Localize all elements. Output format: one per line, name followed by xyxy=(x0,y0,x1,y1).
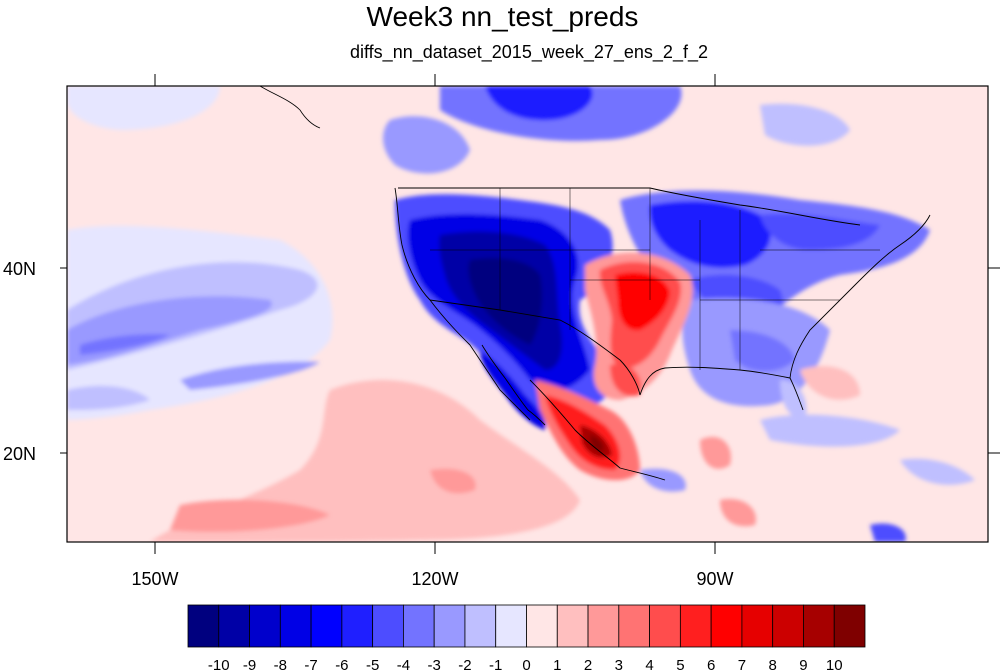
colorbar-swatch xyxy=(833,604,866,648)
alaska-coast xyxy=(259,86,321,129)
colorbar-label: 6 xyxy=(707,657,715,672)
alaska-pale xyxy=(67,86,220,130)
west-us-negative-deepest xyxy=(468,258,542,345)
colorbar-swatch xyxy=(341,604,374,648)
us-east-coast xyxy=(789,214,931,379)
colorbar-label: 9 xyxy=(799,657,807,672)
colorbar-swatch xyxy=(741,604,774,648)
canada-east-blue xyxy=(760,103,850,146)
colorbar-swatch xyxy=(310,604,343,648)
colorbar-swatch xyxy=(218,604,250,648)
colorbar-label: 2 xyxy=(584,657,592,672)
colorbar-label: -4 xyxy=(397,657,410,672)
colorbar-label: -6 xyxy=(335,657,348,672)
x-tick-150w: 150W xyxy=(131,569,178,589)
colorbar-swatch xyxy=(556,604,589,648)
colorbar-swatch xyxy=(526,604,558,648)
colorbar-label: 3 xyxy=(615,657,623,672)
colorbar-label: 5 xyxy=(676,657,684,672)
caribbean-positive xyxy=(800,366,860,400)
colorbar-swatch xyxy=(249,604,281,648)
northeast-negative-2 xyxy=(760,213,880,250)
colorbar-label: 0 xyxy=(522,657,530,672)
colorbar-swatch xyxy=(464,604,497,648)
colorbar-label: -10 xyxy=(208,657,230,672)
south-edge-blue xyxy=(870,523,906,542)
colorbar-swatch xyxy=(587,604,620,648)
y-tick-40n: 40N xyxy=(3,259,36,279)
alaska-coast-path xyxy=(259,86,321,129)
colorbar-label: 7 xyxy=(738,657,746,672)
colorbar-label: -5 xyxy=(366,657,379,672)
x-tick-90w: 90W xyxy=(696,569,733,589)
plains-positive-core xyxy=(615,272,670,331)
canada-strong-negative-2 xyxy=(485,86,593,121)
colorbar-label: 1 xyxy=(553,657,561,672)
colorbar-swatch xyxy=(372,604,404,648)
colorbar-label: -1 xyxy=(489,657,502,672)
baja-peninsula xyxy=(481,344,546,426)
colorbar-swatch xyxy=(803,604,835,648)
canada-west-blue xyxy=(383,116,470,174)
map-subtitle: diffs_nn_dataset_2015_week_27_ens_2_f_2 xyxy=(350,42,708,62)
y-tick-20n: 20N xyxy=(3,444,36,464)
colorbar-swatch xyxy=(710,604,743,648)
colorbar-label: -8 xyxy=(274,657,287,672)
pacific-positive-patch-2 xyxy=(430,468,476,494)
us-mexico-border xyxy=(429,299,641,396)
mexico-west-coast xyxy=(529,379,666,481)
colorbar: -10 -9 -8 -7 -6 -5 -4 -3 -2 -1 0 1 2 3 4 5 6 7 8 9 10 xyxy=(187,604,866,672)
colorbar-swatch xyxy=(679,604,712,648)
map-title: Week3 nn_test_preds xyxy=(366,1,639,32)
pacific-band-west xyxy=(67,385,150,410)
colorbar-swatch xyxy=(618,604,650,648)
colorbar-label: 8 xyxy=(769,657,777,672)
colorbar-swatch xyxy=(403,604,435,648)
southeast-negative-core xyxy=(730,330,795,372)
pacific-band-3 xyxy=(180,361,320,390)
state-borders xyxy=(430,188,880,370)
pacific-positive-patch xyxy=(170,499,330,532)
east-pacific-blue xyxy=(640,468,686,492)
pacific-strong-neg xyxy=(80,334,170,355)
colorbar-swatch xyxy=(279,604,312,648)
mexico-positive-deepest xyxy=(590,435,604,452)
x-tick-120w: 120W xyxy=(411,569,458,589)
colorbar-label: 10 xyxy=(826,657,843,672)
colorbar-label: -7 xyxy=(304,657,317,672)
florida-neg xyxy=(780,380,807,420)
colorbar-label: -9 xyxy=(243,657,256,672)
colorbar-label: -2 xyxy=(458,657,471,672)
colorbar-swatch xyxy=(433,604,466,648)
colorbar-label: -3 xyxy=(428,657,441,672)
gulf-positive xyxy=(700,436,731,469)
contour-field xyxy=(67,86,988,542)
caribbean-positive-2 xyxy=(720,499,756,527)
axis-ticks xyxy=(60,74,1000,554)
colorbar-swatch xyxy=(187,604,220,648)
northeast-negative-core xyxy=(649,201,771,268)
texas-positive xyxy=(610,364,641,397)
us-canada-border xyxy=(398,187,861,226)
colorbar-swatch xyxy=(495,604,527,648)
us-west-coast xyxy=(394,187,531,421)
caribbean-blue-2 xyxy=(900,458,975,485)
plot-frame xyxy=(66,85,989,543)
caribbean-blue xyxy=(760,414,900,447)
colorbar-swatch xyxy=(649,604,681,648)
colorbar-label: 4 xyxy=(645,657,653,672)
colorbar-swatch xyxy=(772,604,804,648)
